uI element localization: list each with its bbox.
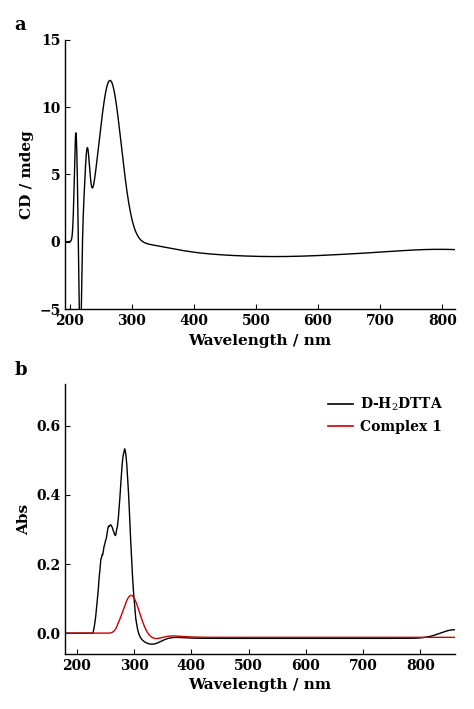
Complex 1 bbox=[440, 633, 446, 642]
Complex 1 bbox=[154, 635, 159, 643]
Complex 1 bbox=[452, 633, 457, 642]
Line: Complex 1: Complex 1 bbox=[65, 596, 455, 639]
D-H₂DTTA bbox=[247, 634, 253, 642]
Complex 1 bbox=[229, 633, 235, 642]
D-H₂DTTA bbox=[229, 634, 235, 642]
X-axis label: Wavelength / nm: Wavelength / nm bbox=[188, 333, 331, 347]
D-H₂DTTA bbox=[226, 634, 232, 642]
Complex 1 bbox=[346, 633, 351, 642]
Line: D-H₂DTTA: D-H₂DTTA bbox=[65, 449, 455, 644]
D-H₂DTTA bbox=[420, 633, 426, 642]
D-H₂DTTA bbox=[346, 634, 351, 642]
Y-axis label: CD / mdeg: CD / mdeg bbox=[19, 130, 34, 219]
D-H₂DTTA bbox=[63, 629, 68, 637]
Text: a: a bbox=[15, 16, 27, 34]
D-H₂DTTA bbox=[122, 445, 128, 453]
Y-axis label: Abs: Abs bbox=[17, 503, 31, 535]
D-H₂DTTA bbox=[440, 628, 446, 637]
Complex 1 bbox=[226, 633, 232, 642]
Complex 1 bbox=[420, 633, 426, 642]
D-H₂DTTA bbox=[452, 625, 457, 634]
Text: b: b bbox=[15, 361, 27, 379]
Complex 1 bbox=[247, 633, 253, 642]
Complex 1 bbox=[63, 629, 68, 637]
X-axis label: Wavelength / nm: Wavelength / nm bbox=[188, 679, 331, 692]
Complex 1 bbox=[128, 591, 134, 600]
D-H₂DTTA bbox=[149, 640, 155, 649]
Legend: D-H$_2$DTTA, Complex 1: D-H$_2$DTTA, Complex 1 bbox=[324, 391, 447, 438]
